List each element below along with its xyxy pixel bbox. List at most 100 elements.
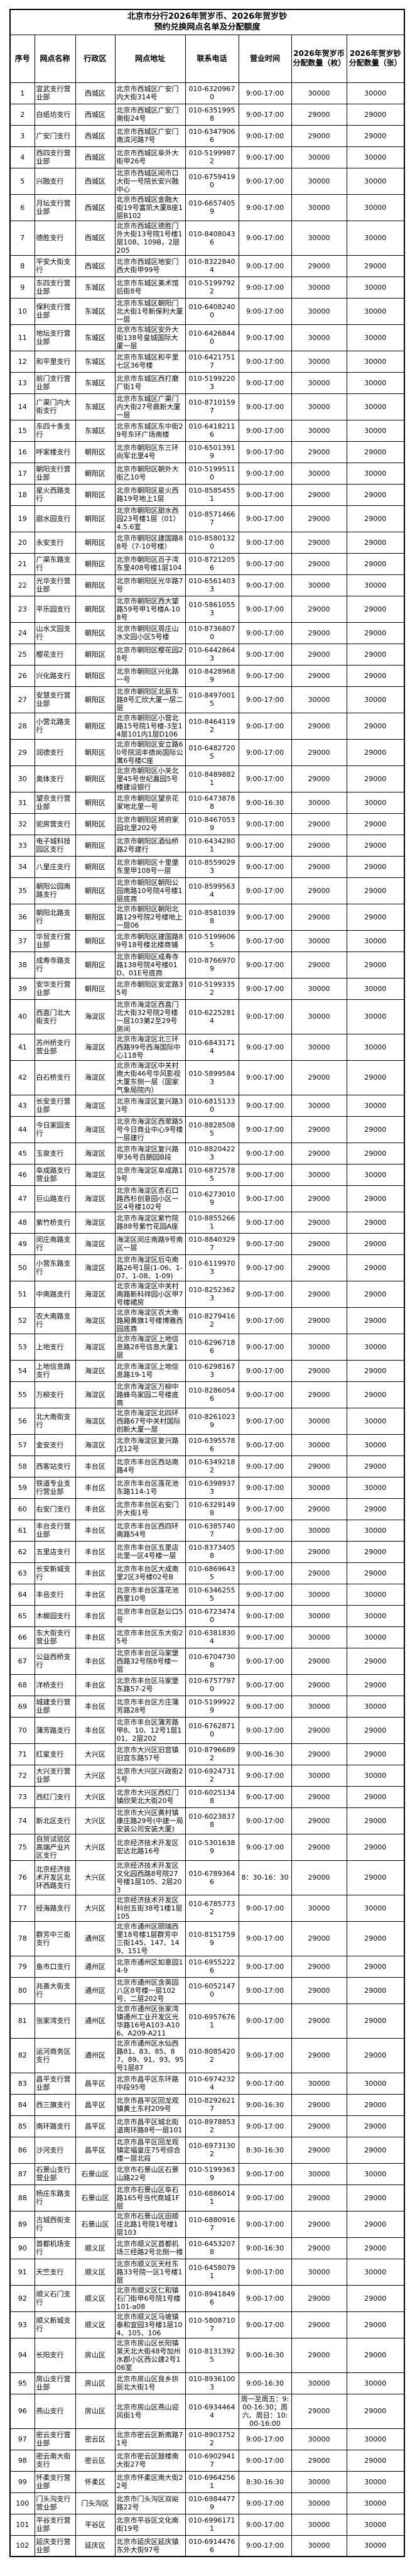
cell-note-quota: 29000	[346, 1743, 405, 1765]
cell-district: 西城区	[75, 255, 116, 277]
cell-district: 西城区	[75, 220, 116, 256]
cell-serial: 85	[9, 2115, 35, 2137]
cell-hours: 9:00-17:00	[238, 1060, 292, 1095]
cell-serial: 58	[9, 1455, 35, 1477]
cell-serial: 65	[9, 1604, 35, 1627]
table-row: 61 丰台支行营业部 丰台区 北京市丰台区西四环南路54号 010-63857407 9:…	[9, 1519, 405, 1542]
cell-serial: 94	[9, 2337, 35, 2373]
cell-address: 北京市平谷区文化南街19号	[114, 2513, 186, 2536]
table-row: 59 铁道专业支行营业部 丰台区 北京市丰台区莲花池东路114-1号 010-63989…	[9, 1476, 405, 1499]
cell-branch-name: 朝阳北路支行	[34, 903, 76, 931]
cell-hours: 9:00-17:00	[238, 877, 292, 904]
cell-district: 丰台区	[75, 1604, 116, 1627]
cell-hours: 9:00-16:30	[238, 2093, 292, 2116]
cell-branch-name: 朝阳公园南路支行	[34, 877, 76, 904]
cell-phone: 010-89788532	[185, 2115, 239, 2137]
cell-note-quota: 29000	[346, 2093, 405, 2116]
cell-address: 北京市东城区安外大街138号皇城国际大厦一层	[114, 324, 186, 351]
cell-address: 北京市通州区颐瑞西里18号楼1层群芳中三街145、147、149、151号	[114, 1921, 186, 1956]
table-row: 35 朝阳公园南路支行 朝阳区 北京市朝阳区朝阳公园南路10号院4号楼1层底商 010-…	[9, 877, 405, 904]
cell-address: 北京市西城区金融大街19号富凯大厦B座1层B102	[114, 194, 186, 221]
cell-coin-quota: 29000	[291, 1455, 347, 1477]
cell-coin-quota: 29000	[291, 951, 347, 978]
cell-branch-name: 延庆支行营业部	[34, 2535, 76, 2557]
cell-hours: 9:00-17:00	[238, 2184, 292, 2212]
cell-serial: 92	[9, 2284, 35, 2312]
cell-district: 朝阳区	[75, 951, 116, 978]
cell-branch-name: 广渠门内大街支行	[34, 393, 76, 420]
table-row: 101 平谷支行营业部 平谷区 北京市平谷区文化南街19号 010-69961711 9:…	[9, 2513, 405, 2536]
cell-phone: 010-87368070	[185, 622, 239, 644]
table-title-line1: 北京市分行2026年贺岁币、2026年贺岁钞	[127, 12, 288, 22]
cell-serial: 71	[9, 1743, 35, 1765]
cell-note-quota: 29000	[346, 1833, 405, 1861]
cell-note-quota: 29000	[346, 877, 405, 904]
cell-coin-quota: 29000	[291, 124, 347, 147]
cell-branch-name: 阜成路支行营业部	[34, 1163, 76, 1186]
cell-branch-name: 白纸坊支行	[34, 103, 76, 126]
cell-coin-quota: 29000	[291, 1115, 347, 1143]
cell-district: 朝阳区	[75, 531, 116, 554]
cell-phone: 010-68151330	[185, 1094, 239, 1117]
cell-phone: 010-81517599	[185, 1921, 239, 1956]
table-row: 56 北大南街支行 海淀区 北京市海淀区北四环西路67号中关村国际创新大厦一层 010-…	[9, 1407, 405, 1435]
cell-coin-quota: 30000	[291, 167, 347, 195]
cell-branch-name: 昌平支行营业部	[34, 2072, 76, 2095]
cell-address: 北京市大兴区西红门镇欣荣北大街20号	[114, 1785, 186, 1808]
cell-coin-quota: 30000	[291, 1476, 347, 1499]
cell-phone: 010-63479066	[185, 124, 239, 147]
cell-coin-quota: 29000	[291, 531, 347, 554]
cell-branch-name: 望京支行营业部	[34, 791, 76, 814]
cell-serial: 57	[9, 1433, 35, 1456]
cell-coin-quota: 29000	[291, 1254, 347, 1281]
cell-address: 北京市朝阳区建国路88号（7-10号楼）	[114, 531, 186, 554]
cell-phone: 010-51996065	[185, 929, 239, 952]
table-row: 96 燕山支行 房山区 北京市房山区燕山迎风街1号 010-69344644 周一至周五：…	[9, 2393, 405, 2429]
cell-address: 北京市海淀区中关村南大街46号华风影视大厦东侧一层（国家气象局院内）	[114, 1060, 186, 1095]
cell-note-quota: 30000	[346, 2428, 405, 2450]
cell-coin-quota: 29000	[291, 2311, 347, 2338]
table-row: 53 上地支行 海淀区 北京市海淀区上地信息路28号信息大厦1层 010-6296718…	[9, 1333, 405, 1361]
cell-serial: 79	[9, 1955, 35, 1978]
cell-district: 顺义区	[75, 2237, 116, 2259]
cell-address: 北京市海淀区上地信息路19-1号	[114, 1359, 186, 1382]
cell-branch-name: 杨庄东路支行	[34, 2184, 76, 2212]
table-row: 85 南环路支行 昌平区 北京市昌平区城北街道南环路8号一层101 010-897885…	[9, 2115, 405, 2137]
cell-address: 北京市顺义区天柱东路33号院一区1号楼1层	[114, 2258, 186, 2286]
cell-address: 北京市昌平区城北街道南环路8号一层101	[114, 2115, 186, 2137]
cell-note-quota: 29000	[346, 834, 405, 857]
cell-district: 通州区	[75, 1955, 116, 1978]
cell-hours: 9:00-17:00	[238, 531, 292, 554]
table-row: 92 顺义石门支行 顺义区 北京市顺义区仁和镇石门街甲6号院1号楼101-a08 010…	[9, 2284, 405, 2312]
cell-address: 北京市朝阳区兴化路一号	[114, 664, 186, 687]
cell-address: 北京市海淀区后屯南路26号1层(1-06、1-07、1-08、1-09)	[114, 1254, 186, 1281]
cell-district: 西城区	[75, 124, 116, 147]
cell-hours: 9:00-17:00	[238, 255, 292, 277]
cell-serial: 69	[9, 1695, 35, 1718]
cell-hours: 9:00-17:00	[238, 1476, 292, 1499]
cell-branch-name: 中南路支行	[34, 1280, 76, 1308]
cell-branch-name: 兴化路支行	[34, 664, 76, 687]
cell-serial: 12	[9, 350, 35, 373]
cell-address: 北京市大兴区黄村镇康庄路29号(中建一局安装公司安装大厦)	[114, 1807, 186, 1834]
cell-hours: 9:00-17:00	[238, 2115, 292, 2137]
cell-district: 海淀区	[75, 1163, 116, 1186]
cell-district: 朝阳区	[75, 622, 116, 644]
cell-phone: 010-63291498	[185, 1498, 239, 1520]
cell-phone: 010-87966892	[185, 1743, 239, 1765]
cell-coin-quota: 30000	[291, 462, 347, 485]
cell-branch-name: 右安门支行	[34, 1498, 76, 1520]
table-row: 9 东四支行营业部 东城区 北京市东城区美术馆后街8号 010-51997922 9:00…	[9, 276, 405, 299]
cell-coin-quota: 29000	[291, 1674, 347, 1696]
cell-coin-quota: 29000	[291, 664, 347, 687]
cell-note-quota: 29000	[346, 2184, 405, 2212]
cell-phone: 010-61199703	[185, 1254, 239, 1281]
cell-district: 海淀区	[75, 1211, 116, 1234]
cell-hours: 9:00-16:30	[238, 2237, 292, 2259]
table-row: 86 沙河支行 昌平区 北京市昌平区回龙观镇定福皇庄75号综合楼一层北段 010-697…	[9, 2136, 405, 2164]
cell-branch-name: 运河商务区支行	[34, 2037, 76, 2073]
cell-coin-quota: 29000	[291, 2393, 347, 2429]
cell-serial: 16	[9, 441, 35, 463]
cell-phone: 010-69731302	[185, 2136, 239, 2164]
table-row: 12 和平里支行 东城区 北京市东城区和平里七区36号楼 010-64217517 9:0…	[9, 350, 405, 373]
